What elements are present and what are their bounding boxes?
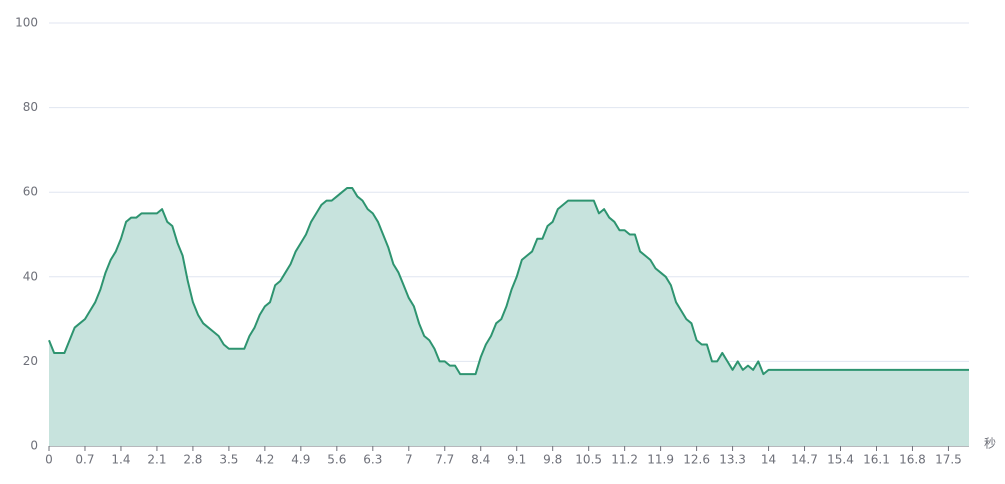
x-tick-label: 13.3 [719,453,746,467]
x-tick-label: 11.2 [611,453,638,467]
x-tick-label: 4.9 [291,453,310,467]
x-tick-label: 5.6 [327,453,346,467]
x-tick-label: 4.2 [255,453,274,467]
x-tick-label: 0.7 [75,453,94,467]
x-tick-label: 0 [45,453,53,467]
x-tick-label: 3.5 [219,453,238,467]
y-tick-label: 0 [30,439,38,453]
y-tick-label: 40 [23,269,38,283]
x-tick-label: 6.3 [363,453,382,467]
x-axis-name: 秒 [984,437,996,451]
x-tick-label: 15.4 [827,453,854,467]
x-tick-label: 9.8 [543,453,562,467]
x-tick-label: 8.4 [471,453,490,467]
x-tick-label: 7 [405,453,413,467]
line [48,186,969,376]
x-tick-label: 2.1 [147,453,166,467]
x-tick-label: 9.1 [507,453,526,467]
x-tick-label: 16.8 [899,453,926,467]
x-tick-label: 12.6 [683,453,710,467]
x-tick-label: 7.7 [435,453,454,467]
x-tick-label: 11.9 [647,453,674,467]
x-tick-label: 1.4 [111,453,130,467]
y-tick-label: 100 [15,16,38,30]
y-tick-label: 20 [23,354,38,368]
y-tick-label: 80 [23,100,38,114]
x-tick-label: 16.1 [863,453,890,467]
x-tick-label: 10.5 [575,453,602,467]
area [49,187,969,446]
y-tick-label: 60 [23,185,38,199]
x-tick-label: 17.5 [935,453,962,467]
x-tick-label: 2.8 [183,453,202,467]
x-tick-label: 14 [761,453,776,467]
x-tick-label: 14.7 [791,453,818,467]
